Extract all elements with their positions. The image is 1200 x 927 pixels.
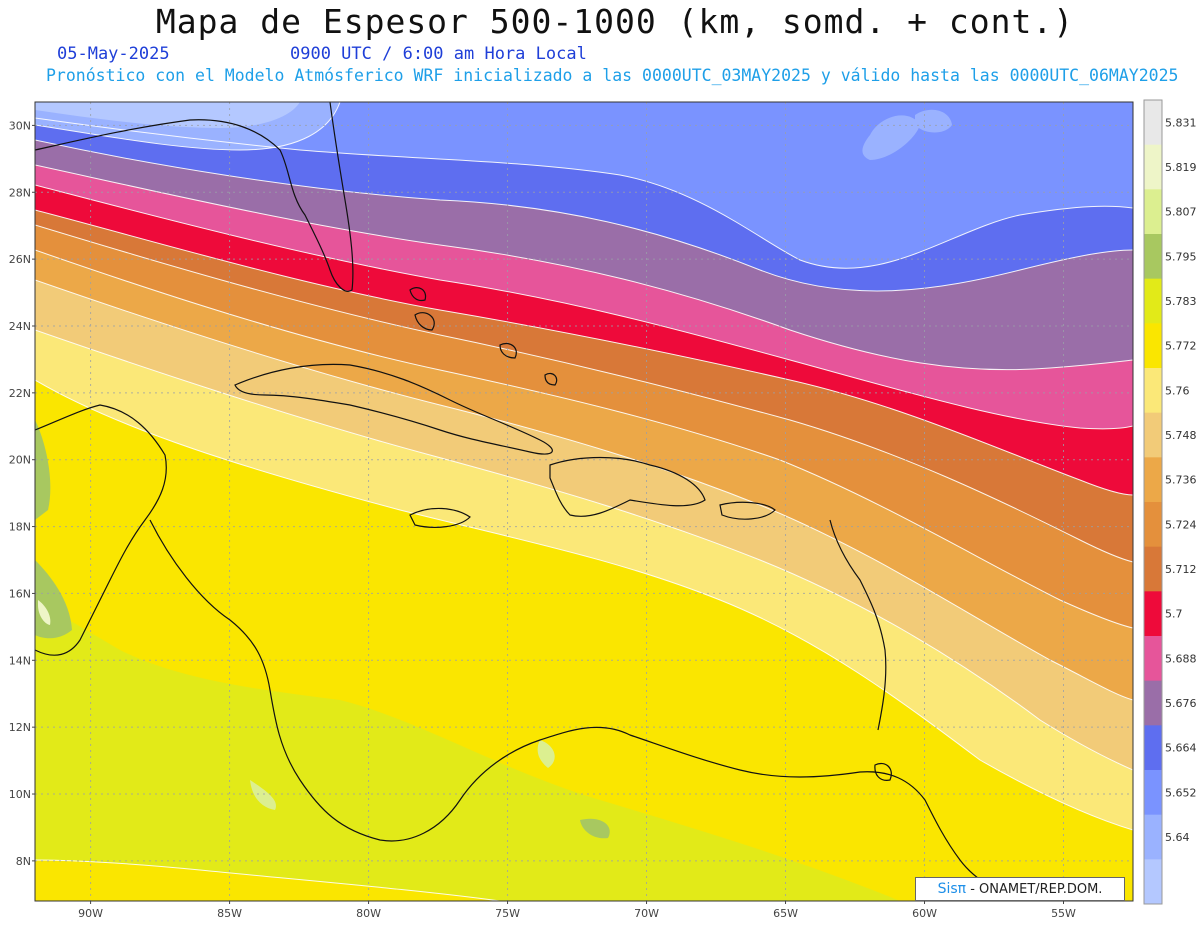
- colorbar-swatch: [1144, 680, 1162, 726]
- lat-tick-label: 28N: [9, 186, 31, 199]
- colorbar-swatch: [1144, 502, 1162, 548]
- lon-tick-label: 85W: [217, 907, 242, 920]
- lat-tick-label: 26N: [9, 253, 31, 266]
- colorbar-label: 5.688: [1165, 652, 1197, 665]
- colorbar-label: 5.807: [1165, 206, 1197, 219]
- lat-tick-label: 22N: [9, 387, 31, 400]
- colorbar-swatch: [1144, 323, 1162, 369]
- colorbar-label: 5.712: [1165, 563, 1197, 576]
- colorbar-frame: [1143, 99, 1163, 905]
- lat-tick-label: 8N: [16, 855, 31, 868]
- colorbar-swatch: [1144, 770, 1162, 816]
- colorbar-swatch: [1144, 189, 1162, 235]
- colorbar-swatch: [1144, 814, 1162, 860]
- lat-tick-label: 24N: [9, 320, 31, 333]
- lat-tick-label: 14N: [9, 654, 31, 667]
- lat-tick-label: 30N: [9, 119, 31, 132]
- lon-tick-label: 65W: [773, 907, 798, 920]
- lat-tick-label: 20N: [9, 454, 31, 467]
- colorbar-label: 5.748: [1165, 429, 1197, 442]
- colorbar-label: 5.64: [1165, 831, 1190, 844]
- colorbar-label: 5.831: [1165, 116, 1197, 129]
- colorbar-swatch: [1144, 412, 1162, 458]
- forecast-date: 05-May-2025: [57, 44, 170, 64]
- lon-tick-label: 75W: [495, 907, 520, 920]
- colorbar-swatch: [1144, 457, 1162, 503]
- lon-tick-label: 70W: [634, 907, 659, 920]
- lon-tick-label: 90W: [78, 907, 103, 920]
- colorbar-label: 5.736: [1165, 474, 1197, 487]
- colorbar-label: 5.7: [1165, 608, 1183, 621]
- latitude-labels: 30N 28N 26N 24N 22N 20N 18N 16N 14N 12N 10N 8N: [9, 119, 35, 868]
- colorbar-swatch: [1144, 234, 1162, 280]
- longitude-labels: 90W 85W 80W 75W 70W 65W 60W 55W: [78, 901, 1076, 920]
- colorbar-swatch: [1144, 591, 1162, 637]
- colorbar-swatch: [1144, 636, 1162, 682]
- colorbar-swatch: [1144, 546, 1162, 592]
- colorbar-label: 5.772: [1165, 340, 1197, 353]
- colorbar-swatch: [1144, 278, 1162, 324]
- colorbar-swatch: [1144, 725, 1162, 771]
- map-title: Mapa de Espesor 500-1000 (km, somd. + co…: [155, 2, 1075, 41]
- lat-tick-label: 18N: [9, 521, 31, 534]
- colorbar: 5.831 5.819 5.807 5.795 5.783 5.772 5.76 5.748 5…: [1143, 99, 1197, 905]
- lat-tick-label: 10N: [9, 788, 31, 801]
- shaded-bands: [35, 102, 1133, 901]
- colorbar-label: 5.664: [1165, 742, 1197, 755]
- lon-tick-label: 60W: [912, 907, 937, 920]
- lat-tick-label: 12N: [9, 721, 31, 734]
- lon-tick-label: 55W: [1051, 907, 1076, 920]
- colorbar-label: 5.76: [1165, 384, 1190, 397]
- colorbar-label: 5.783: [1165, 295, 1197, 308]
- colorbar-swatch: [1144, 100, 1162, 146]
- sispi-logo: Sisπ: [937, 881, 967, 897]
- credit-box: Sisπ - ONAMET/REP.DOM.: [915, 877, 1125, 901]
- forecast-time: 0900 UTC / 6:00 am Hora Local: [290, 44, 587, 64]
- model-info: Pronóstico con el Modelo Atmósferico WRF…: [46, 66, 1179, 85]
- colorbar-label: 5.795: [1165, 250, 1197, 263]
- coastlines: [35, 102, 1031, 901]
- colorbar-swatch: [1144, 859, 1162, 905]
- colorbar-label: 5.724: [1165, 518, 1197, 531]
- colorbar-label: 5.819: [1165, 161, 1197, 174]
- colorbar-swatch: [1144, 144, 1162, 190]
- credit-org: - ONAMET/REP.DOM.: [966, 882, 1103, 897]
- colorbar-swatch: [1144, 368, 1162, 414]
- colorbar-label: 5.652: [1165, 786, 1197, 799]
- colorbar-label: 5.676: [1165, 697, 1197, 710]
- lat-tick-label: 16N: [9, 587, 31, 600]
- lon-tick-label: 80W: [356, 907, 381, 920]
